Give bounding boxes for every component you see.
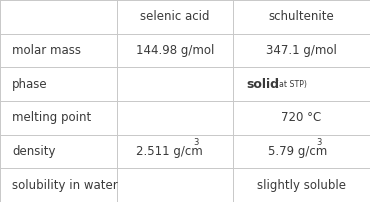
- Text: melting point: melting point: [12, 111, 91, 124]
- Text: 3: 3: [193, 138, 198, 147]
- Text: 5.79 g/cm: 5.79 g/cm: [268, 145, 327, 158]
- Text: density: density: [12, 145, 56, 158]
- Text: 2.511 g/cm: 2.511 g/cm: [137, 145, 203, 158]
- Text: slightly soluble: slightly soluble: [257, 179, 346, 192]
- Text: solid: solid: [246, 78, 279, 91]
- Text: solubility in water: solubility in water: [12, 179, 118, 192]
- Text: 347.1 g/mol: 347.1 g/mol: [266, 44, 337, 57]
- Text: 3: 3: [317, 138, 322, 147]
- Text: molar mass: molar mass: [12, 44, 81, 57]
- Text: phase: phase: [12, 78, 48, 91]
- Text: 144.98 g/mol: 144.98 g/mol: [136, 44, 214, 57]
- Text: 720 °C: 720 °C: [282, 111, 322, 124]
- Text: (at STP): (at STP): [276, 80, 307, 89]
- Text: schultenite: schultenite: [269, 10, 334, 23]
- Text: selenic acid: selenic acid: [140, 10, 209, 23]
